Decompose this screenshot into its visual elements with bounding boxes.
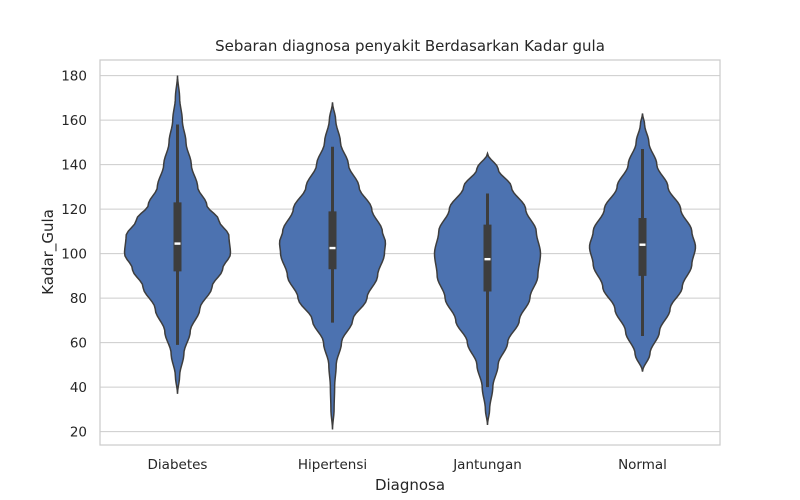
y-tick-label: 180 [61, 69, 87, 85]
y-tick-label: 140 [61, 158, 87, 174]
x-tick-label: Diabetes [148, 457, 208, 473]
y-tick-label: 160 [61, 113, 87, 129]
y-tick-label: 100 [61, 247, 87, 263]
y-tick-label: 40 [70, 380, 87, 396]
y-tick-label: 20 [70, 425, 87, 441]
y-tick-label: 80 [70, 291, 87, 307]
violin-median-marker [639, 243, 646, 246]
x-tick-label: Normal [618, 457, 667, 473]
violin-normal [588, 113, 697, 372]
y-tick-label: 120 [61, 202, 87, 218]
violin-median-marker [329, 246, 336, 250]
violin-diabetes [123, 75, 232, 394]
violins [123, 75, 697, 430]
violin-jantungan [433, 151, 542, 426]
y-axis-label: Kadar_Gula [39, 209, 58, 295]
x-tick-label: Hipertensi [298, 457, 367, 473]
violin-hipertensi [278, 102, 387, 430]
x-tick-label: Jantungan [452, 457, 522, 473]
y-tick-label: 60 [70, 336, 87, 352]
plot-frame [99, 59, 721, 446]
violin-median-marker [174, 242, 181, 245]
x-tick-labels: Diabetes Hipertensi Jantungan Normal [148, 457, 667, 473]
violin-median-marker [484, 257, 491, 261]
x-axis-label: Diagnosa [375, 476, 445, 494]
chart-title: Sebaran diagnosa penyakit Berdasarkan Ka… [215, 37, 605, 55]
y-tick-labels: 20 40 60 80 100 120 140 160 180 [61, 69, 87, 441]
